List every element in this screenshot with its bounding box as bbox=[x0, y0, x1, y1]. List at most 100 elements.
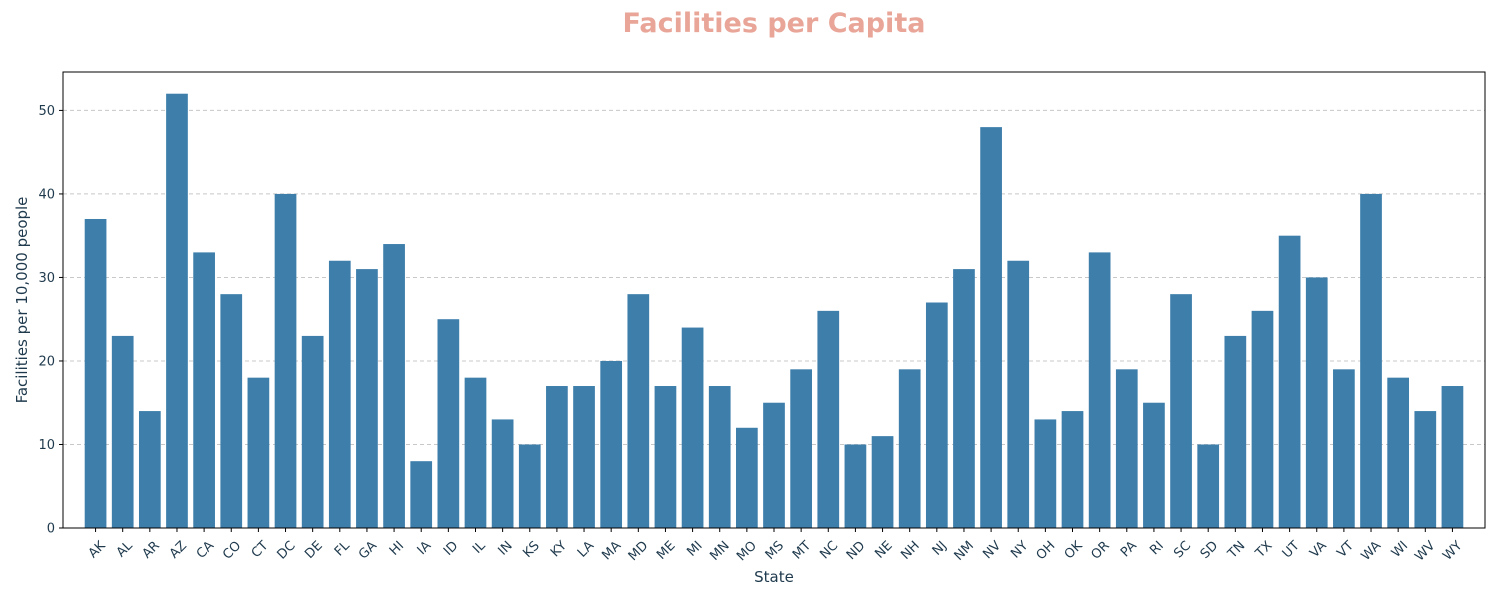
bar-ga bbox=[356, 269, 378, 528]
y-tick-label: 40 bbox=[38, 187, 55, 202]
bar-tn bbox=[1224, 335, 1247, 528]
x-tick-label-mn: MN bbox=[707, 538, 732, 563]
bar-mo bbox=[736, 427, 758, 528]
bar-mi bbox=[681, 327, 704, 528]
y-axis-label: Facilities per 10,000 people bbox=[13, 197, 31, 404]
x-tick-label-nc: NC bbox=[817, 538, 841, 562]
bar-tx bbox=[1251, 310, 1274, 528]
bar-ca bbox=[193, 252, 215, 528]
x-tick-label-nh: NH bbox=[898, 538, 922, 562]
x-tick-label-mi: MI bbox=[684, 538, 705, 559]
chart-title: Facilities per Capita bbox=[622, 8, 926, 39]
bar-ok bbox=[1061, 411, 1084, 528]
bar-nj bbox=[925, 302, 948, 528]
bar-dc bbox=[274, 193, 297, 528]
x-tick-label-ar: AR bbox=[140, 538, 163, 561]
bar-ar bbox=[138, 411, 161, 528]
x-tick-label-wi: WI bbox=[1389, 538, 1411, 560]
bar-az bbox=[166, 93, 188, 528]
bar-la bbox=[573, 386, 595, 528]
x-tick-label-mo: MO bbox=[734, 538, 760, 564]
x-tick-label-ky: KY bbox=[548, 538, 570, 560]
bar-co bbox=[220, 294, 243, 528]
y-tick-label: 30 bbox=[38, 271, 55, 286]
x-tick-label-nm: NM bbox=[952, 538, 977, 563]
bar-oh bbox=[1034, 419, 1057, 528]
bar-me bbox=[654, 386, 677, 528]
x-tick-label-de: DE bbox=[302, 538, 326, 562]
bar-de bbox=[301, 335, 324, 528]
bar-ut bbox=[1278, 235, 1301, 528]
x-tick-label-il: IL bbox=[470, 538, 489, 557]
x-tick-label-ny: NY bbox=[1008, 538, 1031, 561]
x-tick-label-ks: KS bbox=[520, 538, 542, 560]
bar-pa bbox=[1115, 369, 1138, 528]
bar-nv bbox=[980, 127, 1002, 528]
x-tick-label-la: LA bbox=[575, 538, 597, 560]
bar-ak bbox=[84, 218, 107, 528]
x-tick-label-ct: CT bbox=[249, 538, 272, 561]
bar-nd bbox=[844, 444, 867, 528]
bar-wv bbox=[1414, 411, 1437, 528]
bar-nh bbox=[898, 369, 921, 528]
x-tick-label-hi: HI bbox=[387, 538, 407, 558]
x-tick-label-wv: WV bbox=[1412, 538, 1438, 564]
x-tick-label-ne: NE bbox=[872, 538, 895, 561]
x-tick-label-or: OR bbox=[1088, 538, 1112, 562]
bar-ks bbox=[518, 444, 541, 528]
bar-ny bbox=[1007, 260, 1030, 528]
x-tick-label-in: IN bbox=[495, 538, 515, 558]
bar-va bbox=[1305, 277, 1328, 528]
x-tick-label-vt: VT bbox=[1334, 538, 1357, 561]
bar-mt bbox=[790, 369, 812, 528]
bar-sd bbox=[1197, 444, 1220, 528]
x-tick-label-ma: MA bbox=[599, 538, 624, 563]
bar-il bbox=[464, 377, 487, 528]
x-tick-label-ms: MS bbox=[763, 538, 787, 562]
y-tick-label: 0 bbox=[47, 522, 55, 537]
x-tick-label-ga: GA bbox=[356, 538, 380, 562]
bar-hi bbox=[383, 244, 405, 529]
bar-wy bbox=[1441, 386, 1464, 528]
bar-ct bbox=[247, 377, 270, 528]
bar-ms bbox=[763, 402, 785, 528]
x-tick-label-ak: AK bbox=[86, 538, 109, 561]
x-tick-label-al: AL bbox=[114, 538, 137, 561]
x-tick-label-wa: WA bbox=[1359, 538, 1385, 564]
x-tick-label-me: ME bbox=[654, 538, 678, 562]
x-tick-label-pa: PA bbox=[1118, 538, 1140, 560]
bar-ne bbox=[871, 436, 894, 528]
x-tick-label-nv: NV bbox=[980, 538, 1004, 562]
bar-ia bbox=[410, 461, 433, 528]
x-tick-label-va: VA bbox=[1307, 538, 1330, 561]
x-tick-label-sd: SD bbox=[1198, 538, 1222, 562]
x-tick-label-md: MD bbox=[626, 538, 652, 564]
x-tick-label-ri: RI bbox=[1147, 538, 1167, 558]
bar-ma bbox=[600, 360, 623, 528]
x-tick-label-oh: OH bbox=[1034, 538, 1059, 563]
bar-fl bbox=[328, 260, 351, 528]
x-tick-label-tn: TN bbox=[1225, 538, 1249, 562]
bar-ri bbox=[1143, 402, 1165, 528]
bars bbox=[84, 93, 1464, 529]
x-tick-label-nd: ND bbox=[844, 538, 869, 563]
y-ticks: 0 10 20 30 40 50 bbox=[38, 104, 63, 537]
bar-sc bbox=[1170, 294, 1192, 528]
x-tick-label-id: ID bbox=[441, 538, 461, 558]
bar-or bbox=[1088, 252, 1111, 528]
x-tick-label-ok: OK bbox=[1062, 538, 1086, 562]
x-tick-label-dc: DC bbox=[274, 538, 298, 562]
x-tick-label-az: AZ bbox=[167, 538, 190, 561]
x-ticks: AK AL AR AZ CA CO CT DC DE FL GA HI IA ID IL IN KS KY LA MA… bbox=[86, 528, 1466, 564]
y-tick-label: 20 bbox=[38, 354, 55, 369]
bar-in bbox=[491, 419, 514, 528]
x-axis-label: State bbox=[754, 568, 794, 586]
x-tick-label-wy: WY bbox=[1440, 538, 1465, 563]
y-tick-label: 10 bbox=[38, 438, 55, 453]
bar-id bbox=[437, 319, 460, 528]
y-tick-label: 50 bbox=[38, 104, 55, 119]
bar-mn bbox=[708, 386, 731, 528]
bar-wa bbox=[1360, 193, 1382, 528]
x-tick-label-sc: SC bbox=[1171, 538, 1194, 561]
